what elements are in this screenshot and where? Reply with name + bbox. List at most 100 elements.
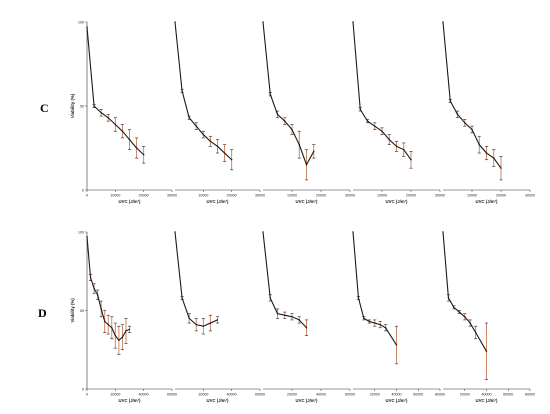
chart-d-3-data-point	[276, 312, 279, 315]
chart-d-2-data-point	[216, 319, 219, 321]
chart-d-1: 0 20000 40000 60000 UVC (J/m²) 0 50 100 Viabilit…	[70, 230, 177, 403]
chart-d-5: 20000 40000 60000 80000 UVC (J/m²)	[442, 231, 535, 403]
chart-d-5-data-point	[485, 350, 488, 353]
chart-d-2-data-point	[209, 322, 212, 324]
chart-c-1-data-point	[107, 117, 109, 119]
chart-c-4-data-point	[388, 138, 390, 141]
chart-d-2-x-axis-title: UVC (J/m²)	[207, 398, 230, 403]
chart-d-5-data-point	[469, 322, 471, 324]
chart-c-4-series-line	[352, 21, 412, 161]
chart-c-3-x-tick-label: 20000	[316, 194, 326, 198]
chart-d-3-data-point	[284, 314, 286, 316]
chart-d-4-x-tick-label: 20000	[370, 393, 380, 397]
chart-c-5-data-point	[456, 113, 459, 116]
chart-c-1-data-point	[128, 138, 131, 141]
chart-c-2-data-point	[202, 133, 205, 136]
chart-d-1-data-point	[128, 328, 131, 331]
chart-c-5-data-point	[449, 100, 451, 102]
chart-d-5-x-axis-title: UVC (J/m²)	[476, 398, 499, 403]
chart-c-2-data-point	[223, 152, 226, 154]
chart-c-1-data-point	[142, 154, 145, 156]
chart-c-2-x-axis-title: UVC (J/m²)	[207, 199, 230, 204]
chart-d-5-x-tick-label: 80000	[525, 393, 535, 397]
chart-c-2-x-tick-label: 10000	[198, 194, 208, 198]
chart-d-4-data-point	[374, 322, 376, 324]
chart-d-5-data-point	[447, 297, 450, 299]
chart-d-3: 20000 40000 60000 UVC (J/m²)	[262, 231, 355, 403]
chart-c-5: 10000 20000 30000 UVC (J/m²)	[442, 21, 535, 204]
chart-c-3-data-point	[291, 128, 293, 131]
chart-d-1-x-tick-label: 40000	[139, 393, 149, 397]
chart-d-4-data-point	[368, 320, 371, 323]
chart-d-4-data-point	[379, 323, 381, 326]
chart-d-3-data-point	[305, 327, 308, 329]
chart-d-5-series-line	[442, 231, 487, 352]
chart-c-5-data-point	[493, 157, 495, 159]
chart-c-1-y-tick-label: 100	[78, 20, 84, 24]
chart-c-1-data-point	[100, 112, 102, 114]
chart-c-1-y-tick-label: 50	[80, 104, 84, 108]
chart-c-5-series-line	[442, 21, 502, 169]
chart-c-4-x-tick-label: 20000	[406, 194, 416, 198]
chart-d-1-data-point	[111, 327, 113, 329]
chart-d-1-y-tick-label: 100	[78, 230, 84, 234]
chart-d-4-x-tick-label: 80000	[435, 393, 445, 397]
chart-c-1-data-point	[114, 123, 117, 126]
chart-c-5-data-point	[478, 143, 480, 146]
chart-c-1-data-point	[86, 26, 88, 28]
chart-d-3-x-tick-label: 40000	[316, 393, 326, 397]
chart-d-4: 20000 40000 60000 80000 UVC (J/m²)	[352, 231, 445, 403]
chart-d-2-x-tick-label: 60000	[255, 393, 265, 397]
chart-d-2-x-tick-label: 20000	[198, 393, 208, 397]
chart-d-2: 20000 40000 60000 UVC (J/m²)	[174, 231, 265, 403]
chart-c-4-data-point	[410, 159, 412, 161]
chart-d-5-data-point	[474, 331, 477, 334]
chart-c-1: 0 10000 20000 30000 UVC (J/m²) 0 50 100 Viabilit…	[70, 20, 177, 204]
chart-c-2-data-point	[188, 117, 190, 119]
chart-c-4-data-point	[352, 21, 354, 23]
chart-d-5-x-tick-label: 20000	[460, 393, 470, 397]
chart-d-2-series-line	[174, 231, 218, 327]
chart-c-2-data-point	[195, 125, 197, 127]
chart-c-3-data-point	[262, 21, 264, 23]
chart-c-4-data-point	[374, 125, 376, 127]
chart-c-2-data-point	[174, 21, 176, 23]
chart-d-1-data-point	[89, 276, 92, 279]
chart-d-3-data-point	[262, 231, 264, 233]
chart-d-2-data-point	[174, 231, 176, 233]
chart-d-1-data-point	[114, 334, 117, 337]
chart-c-3-data-point	[313, 150, 315, 153]
chart-d-1-data-point	[125, 330, 127, 332]
chart-c-1-data-point	[121, 130, 124, 132]
chart-c-3-data-point	[284, 120, 286, 122]
row-label-d: D	[38, 306, 47, 320]
chart-c-1-x-axis-title: UVC (J/m²)	[119, 199, 142, 204]
chart-c-3-data-point	[298, 143, 300, 146]
chart-c-1-x-tick-label: 30000	[167, 194, 177, 198]
chart-d-4-series-line	[352, 231, 397, 346]
chart-c-2-data-point	[209, 140, 212, 142]
chart-c-5-data-point	[442, 21, 444, 23]
chart-c-3-data-point	[269, 93, 271, 95]
chart-d-4-x-axis-title: UVC (J/m²)	[386, 398, 409, 403]
chart-c-2-x-tick-label: 30000	[255, 194, 265, 198]
chart-d-4-data-point	[357, 297, 360, 299]
chart-d-2-data-point	[195, 323, 197, 326]
chart-c-1-x-tick-label: 20000	[139, 194, 149, 198]
chart-d-3-x-tick-label: 60000	[345, 393, 355, 397]
chart-d-1-x-tick-label: 20000	[110, 393, 120, 397]
chart-c-3: 10000 20000 30000 UVC (J/m²)	[262, 21, 355, 204]
chart-d-4-data-point	[395, 344, 398, 346]
chart-c-2-series-line	[174, 21, 233, 161]
chart-c-5-data-point	[485, 152, 488, 154]
chart-d-5-data-point	[464, 316, 466, 318]
chart-c-4-data-point	[395, 145, 398, 148]
chart-c-5-x-axis-title: UVC (J/m²)	[476, 199, 499, 204]
chart-d-5-x-tick-label: 60000	[503, 393, 513, 397]
chart-d-5-data-point	[442, 231, 444, 233]
chart-d-5-data-point	[453, 306, 455, 309]
chart-d-1-data-point	[100, 308, 102, 310]
chart-d-1-data-point	[121, 336, 124, 338]
